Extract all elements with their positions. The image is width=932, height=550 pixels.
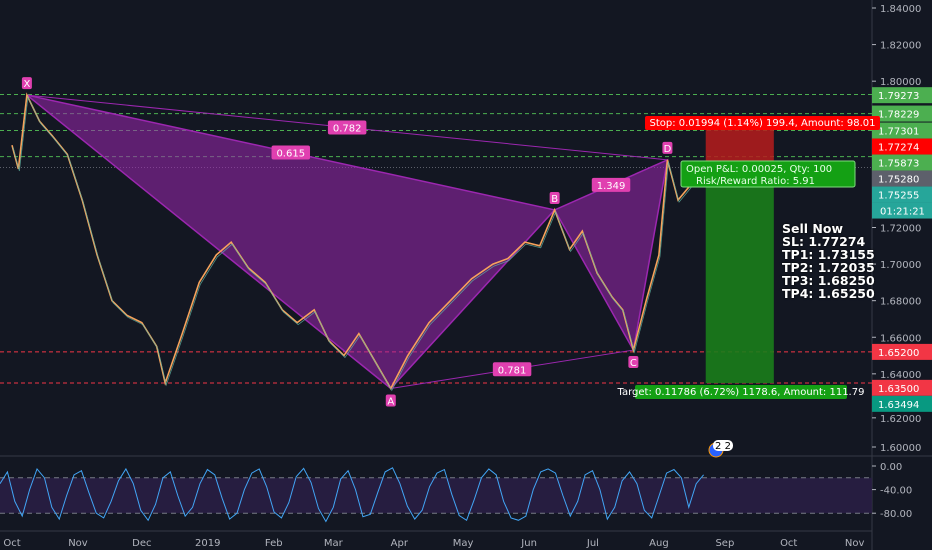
ratio-label-bg [591, 177, 631, 192]
event-count-bg [713, 440, 733, 451]
time-tick-label: Nov [845, 538, 865, 549]
time-tick-label: Nov [68, 538, 88, 549]
price-tick-label: 1.66000 [880, 333, 921, 344]
level-label-bg [872, 105, 932, 122]
last-price-label: 1.75255 [878, 191, 919, 202]
pattern-point-label: X [23, 79, 30, 90]
pattern-point-bg [662, 141, 673, 154]
time-tick-label: May [453, 538, 474, 549]
level-label: 1.65200 [878, 348, 919, 359]
price-series [11, 92, 705, 392]
price-tick-label: 1.62000 [880, 414, 921, 425]
short-position-tool[interactable] [705, 130, 774, 384]
ratio-label-bg [492, 362, 532, 377]
stop-label-bg [645, 116, 880, 130]
oscillator-fill [0, 477, 872, 514]
countdown-bg [872, 202, 932, 219]
time-tick-label: Jun [520, 538, 537, 549]
price-tick-label: 1.80000 [880, 77, 921, 88]
level-label: 1.75873 [878, 159, 919, 170]
level-label-bg [872, 379, 932, 396]
position-labels: Stop: 0.01994 (1.14%) 199.4, Amount: 98.… [617, 116, 880, 458]
level-label-bg [872, 343, 932, 360]
pattern-point-label: A [387, 396, 394, 407]
rr-label: Risk/Reward Ratio: 5.91 [696, 176, 815, 187]
pnl-label: Open P&L: 0.00025, Qty: 100 [686, 164, 832, 175]
price-tick-label: 1.60000 [880, 443, 921, 454]
level-label-bg [872, 154, 932, 171]
pattern-point-label: B [551, 194, 558, 205]
stop-label: Stop: 0.01994 (1.14%) 199.4, Amount: 98.… [649, 118, 875, 129]
price-tick-label: 1.68000 [880, 297, 921, 308]
info-line: TP3: 1.68250 [782, 273, 875, 288]
info-line: TP1: 1.73155 [782, 247, 875, 262]
time-tick-label: Dec [132, 538, 151, 549]
axis-labels: 1.79273 1.78229 1.77301 1.77274 1.75873 1.752… [872, 87, 932, 412]
level-label-bg [872, 122, 932, 139]
target-zone [705, 167, 774, 384]
ratio-label-bg [271, 145, 311, 160]
level-label: 1.79273 [878, 91, 919, 102]
ratio-label: 1.349 [597, 181, 626, 192]
time-tick-label: Oct [3, 538, 20, 549]
target-label: Target: 0.11786 (6.72%) 1178.6, Amount: … [617, 387, 865, 398]
pattern-point-bg [21, 77, 32, 90]
level-label-bg [872, 138, 932, 155]
target-label-bg [635, 385, 847, 399]
osc-tick-label: -40.00 [880, 486, 912, 497]
pattern-point-bg [628, 356, 639, 369]
ratio-label: 0.782 [333, 123, 362, 134]
harmonic-pattern[interactable]: 0.615 0.782 1.349 0.781 X A B C D [21, 77, 673, 407]
price-tick-label: 1.64000 [880, 370, 921, 381]
time-tick-label: Feb [265, 538, 283, 549]
price-tick-label: 1.84000 [880, 4, 921, 15]
time-tick-label: Mar [324, 538, 344, 549]
time-tick-label: Jul [586, 538, 599, 549]
time-tick-label: 2019 [195, 538, 220, 549]
price-tick-label: 1.70000 [880, 260, 921, 271]
pattern-point-bg [549, 191, 560, 204]
level-label: 1.77301 [878, 127, 919, 138]
ratio-label: 0.615 [276, 149, 305, 160]
pattern-point-label: D [664, 144, 672, 155]
level-label-bg [872, 87, 932, 104]
signal-info-panel: Sell Now SL: 1.77274 TP1: 1.73155 TP2: 1… [782, 222, 875, 300]
info-line: TP4: 1.65250 [782, 286, 875, 301]
pattern-point-label: C [630, 358, 637, 369]
time-tick-label: Oct [780, 538, 797, 549]
level-label-bg [872, 395, 932, 412]
time-axis: Oct Nov Dec 2019 Feb Mar Apr May Jun Jul Aug Sep Oct… [3, 538, 864, 549]
pattern-point-bg [385, 394, 396, 407]
info-line: Sell Now [782, 221, 843, 236]
info-line: SL: 1.77274 [782, 234, 866, 249]
price-tick-label: 1.82000 [880, 41, 921, 52]
oscillator-line [0, 467, 704, 523]
level-label: 1.78229 [878, 110, 919, 121]
osc-tick-label: -80.00 [880, 509, 912, 520]
info-line: TP2: 1.72035 [782, 260, 875, 275]
level-label: 1.77274 [878, 143, 919, 154]
level-label-bg [872, 170, 932, 187]
time-tick-label: Aug [649, 538, 669, 549]
level-label: 1.63494 [878, 400, 919, 411]
ratio-label: 0.781 [498, 365, 527, 376]
ratio-label-bg [327, 120, 367, 135]
oscillator-series [0, 467, 704, 523]
pnl-box [680, 160, 856, 188]
osc-tick-label: 0.00 [880, 462, 902, 473]
price-tick-label: 1.72000 [880, 224, 921, 235]
oscillator-band: 0.00 -40.00 -80.00 [0, 462, 912, 520]
price-axis-ticks: 1.84000 1.82000 1.80000 1.72000 1.70000 1.680… [872, 4, 921, 454]
price-line-shadow [12, 95, 705, 392]
last-price-bg [872, 186, 932, 203]
event-count: 2 2 [715, 441, 731, 452]
time-tick-label: Apr [391, 538, 409, 549]
time-tick-label: Sep [715, 538, 734, 549]
countdown-label: 01:21:21 [880, 207, 925, 218]
level-label: 1.63500 [878, 384, 919, 395]
level-label: 1.75280 [878, 175, 919, 186]
